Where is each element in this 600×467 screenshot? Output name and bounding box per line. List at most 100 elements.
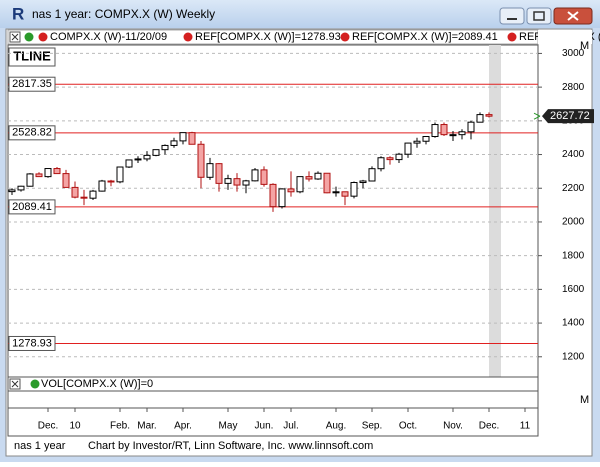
candle-body <box>431 124 439 138</box>
candle-body <box>197 143 205 178</box>
x-tick-label: Dec. <box>479 421 500 432</box>
candle-body <box>278 188 286 208</box>
reference-label-box <box>8 125 56 141</box>
candle-body <box>377 157 385 170</box>
candle-body <box>215 163 223 184</box>
candle-body <box>152 149 160 156</box>
y-tick-label: 2800 <box>562 82 585 93</box>
candle-body <box>170 140 178 146</box>
candle-body <box>233 178 241 186</box>
legend-dot <box>24 32 34 42</box>
y-tick-label: 3000 <box>562 48 585 59</box>
reference-label: 1278.93 <box>12 337 52 349</box>
legend-cover <box>538 30 592 44</box>
x-tick-label: Jul. <box>283 421 299 432</box>
volume-panel <box>7 390 539 409</box>
candle-body <box>242 180 250 186</box>
candle-body <box>26 173 34 187</box>
panel-close-icon <box>11 380 19 388</box>
x-tick-label: Dec. <box>38 421 59 432</box>
candle-body <box>440 124 448 136</box>
panel-label-box <box>8 47 56 67</box>
legend-dot <box>340 32 350 42</box>
candle-body <box>179 132 187 142</box>
legend-entry: REF[COMPX.X (W)]=1278.93 <box>195 31 341 43</box>
candle-body <box>368 168 376 182</box>
app-logo: R <box>12 4 24 23</box>
x-tick-label: Apr. <box>174 421 192 432</box>
candle-body <box>143 154 151 160</box>
candle-body <box>386 157 394 161</box>
panel-marker: M <box>580 394 589 406</box>
x-tick-label: 11 <box>520 421 531 432</box>
legend-entry: COMPX.X (W)-11/20/09 <box>50 31 167 43</box>
candle-body <box>260 169 268 185</box>
candle-body <box>35 173 43 178</box>
candle-body <box>53 168 61 175</box>
legend-dot <box>183 32 193 42</box>
candle-body <box>314 172 322 180</box>
candle-body <box>71 186 79 198</box>
candle-body <box>422 136 430 142</box>
x-tick-label: Oct. <box>399 421 417 432</box>
x-tick-label: May <box>219 421 238 432</box>
legend-dot <box>38 32 48 42</box>
candle-body <box>80 196 88 199</box>
candle-body <box>269 183 277 208</box>
panel-marker: M <box>580 40 589 52</box>
maximize-button[interactable] <box>526 7 552 25</box>
last-price-label: 2627.72 <box>550 110 590 122</box>
x-tick-label: Mar. <box>137 421 156 432</box>
legend-dot <box>30 379 40 389</box>
maximize-icon <box>533 11 545 21</box>
x-tick-label: Feb. <box>110 421 130 432</box>
candle-body <box>332 191 340 194</box>
candle-body <box>359 180 367 184</box>
candle-body <box>62 173 70 188</box>
y-tick-label: 1800 <box>562 250 585 261</box>
y-tick-label: 2400 <box>562 149 585 160</box>
candle-body <box>98 180 106 192</box>
cursor-band <box>489 45 501 377</box>
reference-label-box <box>8 76 56 92</box>
close-icon <box>567 11 579 21</box>
candle-body <box>8 189 16 193</box>
candle-body <box>116 166 124 183</box>
minimize-button[interactable] <box>499 7 525 25</box>
candle-body <box>305 176 313 180</box>
x-axis-area <box>7 407 539 437</box>
footer-credit: Chart by Investor/RT, Linn Software, Inc… <box>88 440 373 452</box>
candle-body <box>323 172 331 194</box>
candle-body <box>404 142 412 155</box>
candle-body <box>287 188 295 193</box>
reference-label-box <box>8 335 56 351</box>
panel-label: TLINE <box>13 48 51 63</box>
candle-body <box>485 114 493 117</box>
candle-body <box>413 140 421 144</box>
candle-body <box>395 153 403 161</box>
candle-body <box>44 168 52 178</box>
last-price-arrow <box>533 112 541 120</box>
candle-body <box>350 182 358 197</box>
x-tick-label: Aug. <box>326 421 347 432</box>
candle-body <box>251 169 259 182</box>
candle-body <box>17 185 25 191</box>
x-tick-label: 10 <box>69 421 81 432</box>
reference-label-box <box>8 199 56 215</box>
candle-body <box>134 158 142 161</box>
candle-body <box>296 176 304 193</box>
candle-body <box>107 180 115 183</box>
y-tick-label: 1600 <box>562 284 585 295</box>
reference-label: 2817.35 <box>12 78 52 90</box>
candle-body <box>125 159 133 168</box>
x-tick-label: Sep. <box>362 421 383 432</box>
candle-body <box>206 163 214 178</box>
x-tick-label: Jun. <box>255 421 274 432</box>
candle-body <box>188 132 196 145</box>
candle-body <box>467 121 475 133</box>
reference-label: 2089.41 <box>12 201 52 213</box>
candle-body <box>341 191 349 197</box>
panel-close-icon <box>11 33 19 41</box>
y-tick-label: 2000 <box>562 217 585 228</box>
